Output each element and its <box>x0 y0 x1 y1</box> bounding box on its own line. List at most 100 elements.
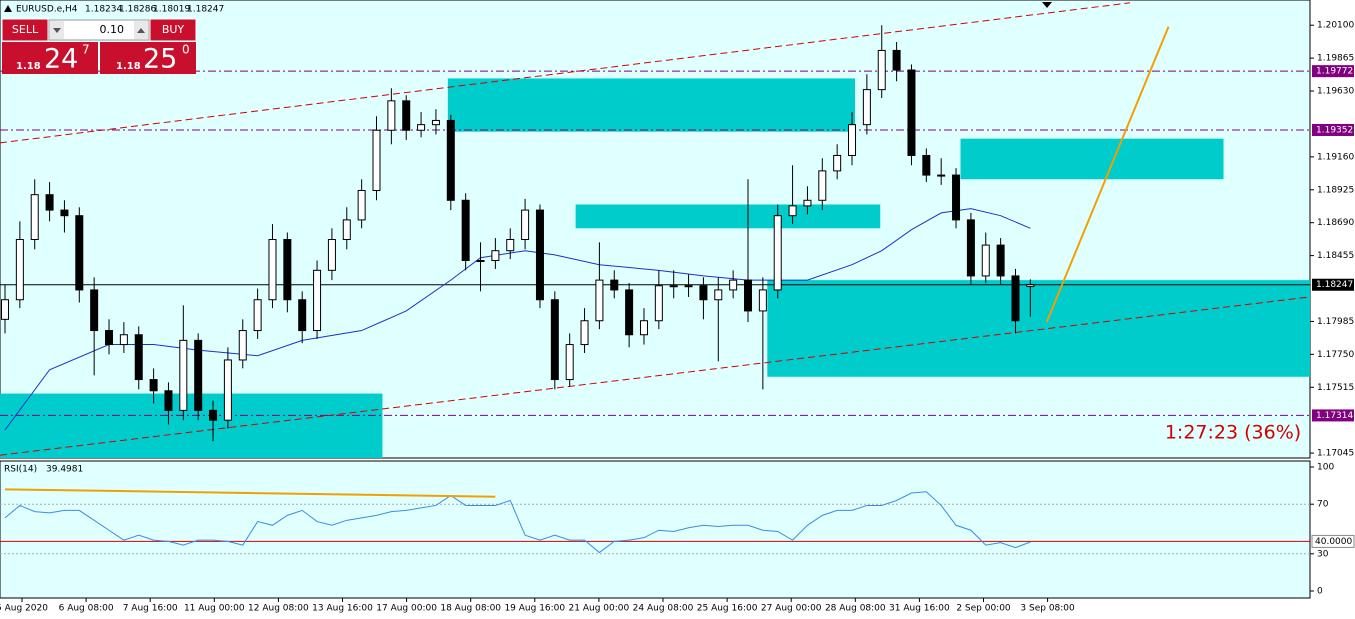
candle-body <box>253 299 262 332</box>
bar-countdown: 1:27:23 (36%) <box>1165 422 1301 444</box>
x-tick-label: 6 Aug 08:00 <box>59 604 114 614</box>
rsi-current: 39.4981 <box>46 465 83 475</box>
candle-body <box>625 289 634 336</box>
candle-body <box>833 154 842 172</box>
ask-box[interactable] <box>100 42 196 74</box>
level-label: 1.18247 <box>1316 280 1353 290</box>
level-label-box <box>1312 65 1354 78</box>
candle-body <box>149 379 158 392</box>
candle-body <box>922 154 931 176</box>
buy-button[interactable] <box>149 18 197 42</box>
zone <box>0 393 383 458</box>
zone <box>767 280 1310 377</box>
lot-value: 0.10 <box>100 23 125 36</box>
zone <box>575 204 881 229</box>
bid-pips: 24 <box>44 44 78 75</box>
x-tick-label: 21 Aug 00:00 <box>569 604 630 614</box>
candle-body <box>937 174 946 177</box>
candle-body <box>952 174 961 221</box>
price-panel <box>0 0 1311 459</box>
candle-body <box>164 390 173 411</box>
rsi-trend-line <box>4 488 496 498</box>
candle-body <box>298 299 307 332</box>
candle-body <box>669 285 678 288</box>
candle-body <box>1026 284 1035 288</box>
bid-big: 1.18 <box>16 61 41 72</box>
rsi-line <box>4 491 1031 554</box>
y-tick-label: 1.19865 <box>1317 54 1354 64</box>
level-label-box <box>1312 409 1354 422</box>
y-tick-label: 1.20100 <box>1317 21 1354 31</box>
x-tick-label: 19 Aug 16:00 <box>504 604 565 614</box>
candle-body <box>342 219 351 241</box>
candle-body <box>90 289 99 332</box>
candle-body <box>372 129 381 191</box>
sell-button[interactable] <box>1 18 49 42</box>
candle-body <box>357 189 366 221</box>
candle-body <box>773 215 782 291</box>
candle-body <box>327 239 336 271</box>
ask-pips: 25 <box>143 44 177 75</box>
rsi-tick-label: 0 <box>1317 587 1323 597</box>
x-tick-label: 17 Aug 00:00 <box>376 604 437 614</box>
y-tick-label: 1.19160 <box>1317 152 1354 162</box>
x-tick-label: 2 Sep 00:00 <box>956 604 1011 614</box>
header-open: 1.18234 <box>85 5 122 15</box>
x-tick-label: 11 Aug 00:00 <box>184 604 245 614</box>
candle-body <box>60 209 69 217</box>
candle-body <box>877 49 886 91</box>
candle-body <box>506 239 515 252</box>
rsi-tick-label: 30 <box>1317 549 1329 559</box>
shift-marker <box>1042 2 1052 8</box>
candle-body <box>788 205 797 217</box>
candle-body <box>595 279 604 322</box>
candle-body <box>684 285 693 288</box>
candle-body <box>1 299 9 320</box>
candle-body <box>729 279 738 291</box>
candle-body <box>565 344 574 381</box>
x-tick-label: 18 Aug 08:00 <box>440 604 501 614</box>
candle-body <box>848 124 857 156</box>
trend-line <box>1045 26 1170 323</box>
candle-body <box>550 299 559 381</box>
sell-label: SELL <box>12 23 39 36</box>
candle-body <box>535 209 544 301</box>
candle-body <box>744 279 752 312</box>
header-low: 1.18019 <box>153 5 190 15</box>
candle-body <box>431 119 440 126</box>
symbol: EURUSD.e,H4 <box>16 5 78 15</box>
rsi-panel <box>0 460 1311 599</box>
ask-point: 0 <box>182 43 190 57</box>
candle-body <box>699 285 708 301</box>
level-label: 1.19352 <box>1316 125 1353 135</box>
x-tick-label: 13 Aug 16:00 <box>312 604 373 614</box>
candle-body <box>654 285 663 322</box>
price-plot <box>0 2 1310 458</box>
x-tick-label: 31 Aug 16:00 <box>889 604 950 614</box>
level-label-box <box>1312 278 1354 291</box>
candle-body <box>105 330 114 346</box>
rsi-level-box <box>1311 534 1355 548</box>
candle-body <box>907 69 916 156</box>
candle-body <box>446 119 455 201</box>
lot-up-icon <box>137 28 145 33</box>
x-tick-label: 12 Aug 08:00 <box>248 604 309 614</box>
candle-body <box>610 279 619 291</box>
candle-body <box>818 170 827 201</box>
candle-body <box>283 239 292 301</box>
bid-point: 7 <box>82 43 90 57</box>
candle-body <box>119 334 128 346</box>
candle-body <box>194 339 203 411</box>
candle-body <box>238 330 247 361</box>
lot-input[interactable] <box>48 19 150 41</box>
bid-box[interactable] <box>2 42 98 74</box>
candle-body <box>639 320 648 336</box>
candle-body <box>30 194 39 241</box>
candle-body <box>15 239 24 301</box>
candle-body <box>417 124 426 131</box>
candle-body <box>1011 275 1020 322</box>
rsi-label: RSI(14) <box>4 465 37 475</box>
rsi-tick-label: 100 <box>1317 463 1334 473</box>
